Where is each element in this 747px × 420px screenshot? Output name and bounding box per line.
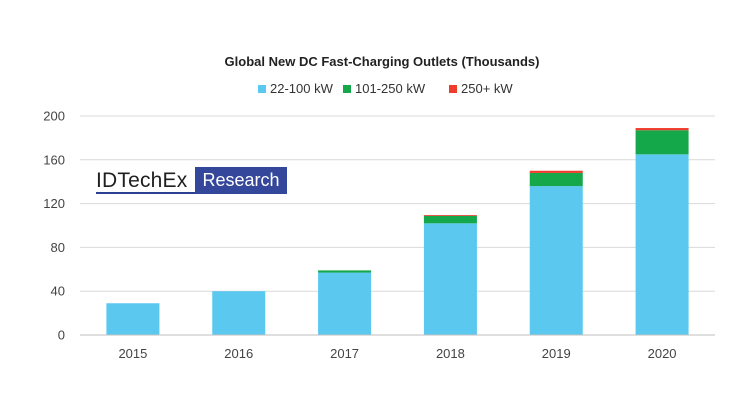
bar-2016-series-1 [212, 291, 266, 335]
y-tick-label: 200 [43, 109, 65, 124]
y-tick-label: 120 [43, 196, 65, 211]
x-tick-label: 2019 [542, 346, 571, 361]
logo-research-text: Research [195, 167, 287, 194]
x-tick-label: 2017 [330, 346, 359, 361]
chart-title: Global New DC Fast-Charging Outlets (Tho… [225, 54, 540, 69]
y-tick-label: 80 [51, 240, 65, 255]
legend: 22-100 kW 101-250 kW 250+ kW [258, 81, 513, 96]
bar-2018-series-3 [423, 215, 477, 216]
bars [106, 128, 689, 335]
x-tick-label: 2020 [648, 346, 677, 361]
bar-2018-series-2 [423, 215, 477, 224]
legend-label: 250+ kW [461, 81, 513, 96]
bar-2020-series-1 [635, 154, 689, 335]
bar-2020-series-3 [635, 128, 689, 131]
bar-2018-series-1 [423, 223, 477, 335]
gridlines [80, 115, 715, 292]
bar-2017-series-2 [318, 270, 372, 273]
bar-2019-series-1 [529, 186, 583, 335]
y-axis: 0 40 80 120 160 200 [43, 109, 65, 343]
x-axis: 2015 2016 2017 2018 2019 2020 [80, 334, 715, 361]
bar-2019-series-2 [529, 172, 583, 187]
logo-idtechex-text: IDTechEx [96, 167, 196, 194]
legend-swatch [258, 85, 266, 93]
legend-label: 101-250 kW [355, 81, 426, 96]
bar-2020-series-2 [635, 130, 689, 155]
legend-label: 22-100 kW [270, 81, 334, 96]
legend-swatch [343, 85, 351, 93]
bar-2019-series-3 [529, 170, 583, 173]
idtechex-research-logo: IDTechEx Research [96, 167, 287, 194]
y-tick-label: 40 [51, 284, 65, 299]
x-tick-label: 2015 [118, 346, 147, 361]
bar-2015-series-1 [106, 303, 160, 335]
x-tick-label: 2018 [436, 346, 465, 361]
y-tick-label: 160 [43, 152, 65, 167]
y-tick-label: 0 [58, 328, 65, 343]
legend-swatch [449, 85, 457, 93]
bar-2017-series-1 [318, 272, 372, 335]
x-tick-label: 2016 [224, 346, 253, 361]
